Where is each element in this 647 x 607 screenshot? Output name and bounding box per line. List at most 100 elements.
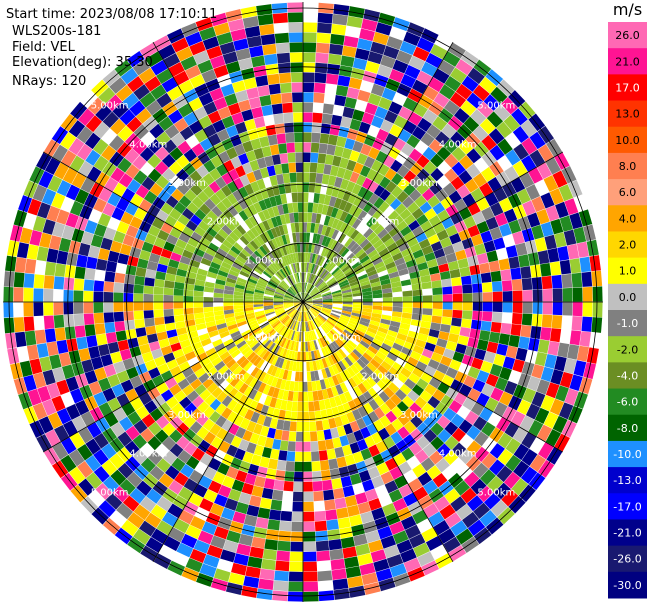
ppi-gate: [305, 282, 309, 293]
ppi-gate: [469, 264, 481, 276]
ppi-gate: [327, 238, 335, 249]
ppi-gate: [360, 314, 372, 320]
ppi-gate: [312, 275, 318, 285]
ppi-gate: [571, 316, 583, 331]
ppi-gate: [358, 198, 368, 210]
ppi-gate: [342, 291, 352, 296]
ppi-gate: [293, 299, 303, 302]
ppi-gate: [235, 280, 246, 287]
ppi-gate: [245, 315, 256, 321]
ppi-gate: [88, 245, 101, 259]
ppi-gate: [270, 277, 280, 285]
ppi-gate: [263, 114, 275, 126]
ppi-gate: [549, 188, 564, 205]
ppi-gate: [304, 262, 308, 273]
ppi-gate: [416, 409, 430, 422]
ppi-gate: [288, 319, 294, 329]
ppi-gate: [442, 309, 453, 318]
ppi-gate: [348, 319, 359, 327]
ppi-gate: [321, 308, 332, 313]
ppi-gate: [286, 318, 293, 328]
ppi-gate: [318, 399, 326, 411]
ppi-gate: [389, 276, 401, 284]
ppi-gate: [177, 378, 190, 390]
ppi-gate: [542, 302, 553, 315]
ppi-gate: [197, 268, 208, 277]
ppi-gate: [274, 32, 289, 44]
ppi-gate: [275, 290, 285, 295]
ppi-gate: [100, 354, 113, 367]
colorbar-swatch: [608, 440, 647, 468]
colorbar-swatch: [608, 467, 647, 494]
ppi-gate: [279, 313, 288, 321]
ppi-gate: [311, 451, 320, 462]
ppi-gate: [216, 201, 228, 213]
ppi-gate: [184, 243, 196, 254]
ppi-gate: [412, 249, 424, 259]
ppi-gate: [259, 23, 275, 36]
ppi-gate: [166, 28, 185, 44]
ppi-gate: [372, 257, 383, 266]
ppi-gate: [222, 209, 234, 221]
ppi-gate: [303, 421, 310, 432]
ppi-gate: [347, 463, 359, 476]
ppi-gate: [398, 351, 410, 362]
ppi-gate: [329, 314, 340, 320]
ppi-gate: [285, 461, 295, 472]
ppi-gate: [265, 63, 279, 75]
ppi-gate: [300, 341, 303, 352]
ppi-gate: [368, 323, 379, 331]
ppi-gate: [243, 307, 254, 312]
ppi-gate: [168, 259, 180, 269]
ppi-gate: [340, 284, 351, 290]
ppi-gate: [351, 286, 362, 292]
ppi-gate: [260, 425, 270, 437]
ppi-gate: [342, 308, 352, 313]
ppi-gate: [497, 155, 513, 171]
ppi-gate: [320, 288, 331, 294]
ppi-gate: [392, 59, 409, 74]
ppi-gate: [303, 302, 313, 305]
ppi-gate: [365, 245, 376, 255]
ppi-gate: [303, 182, 310, 193]
ppi-gate: [258, 259, 268, 269]
ppi-gate: [312, 302, 323, 305]
ppi-gate: [103, 227, 117, 241]
ppi-gate: [234, 287, 245, 293]
ppi-gate: [193, 302, 204, 308]
ppi-gate: [346, 128, 359, 141]
ppi-gate: [175, 355, 188, 366]
ppi-gate: [318, 2, 334, 14]
ppi-gate: [187, 265, 199, 274]
ppi-gate: [32, 402, 48, 420]
ppi-gate: [375, 22, 393, 36]
ppi-gate: [246, 171, 257, 184]
ppi-gate: [428, 101, 444, 116]
ppi-gate: [153, 309, 164, 318]
ppi-gate: [313, 340, 319, 350]
ppi-gate: [110, 351, 123, 364]
ppi-gate: [70, 484, 88, 503]
ppi-gate: [235, 89, 249, 103]
ppi-gate: [441, 278, 452, 288]
ppi-gate: [216, 322, 227, 330]
ppi-gate: [303, 501, 314, 512]
ppi-gate: [275, 247, 283, 258]
ppi-gate: [449, 359, 462, 371]
ppi-gate: [391, 172, 404, 186]
ppi-gate: [380, 55, 396, 69]
ppi-gate: [228, 572, 245, 586]
ppi-gate: [404, 64, 421, 80]
range-ring-label: 2.00km: [207, 371, 245, 382]
ppi-gate: [396, 332, 408, 342]
ppi-gate: [167, 86, 183, 101]
ppi-gate: [381, 87, 397, 101]
ppi-gate: [332, 302, 343, 305]
ppi-gate: [536, 162, 552, 180]
ppi-gate: [382, 297, 393, 302]
ppi-gate: [95, 171, 110, 187]
ppi-gate: [315, 339, 321, 350]
ppi-gate: [115, 262, 127, 274]
ppi-gate: [208, 458, 222, 471]
ppi-gate: [209, 398, 222, 411]
